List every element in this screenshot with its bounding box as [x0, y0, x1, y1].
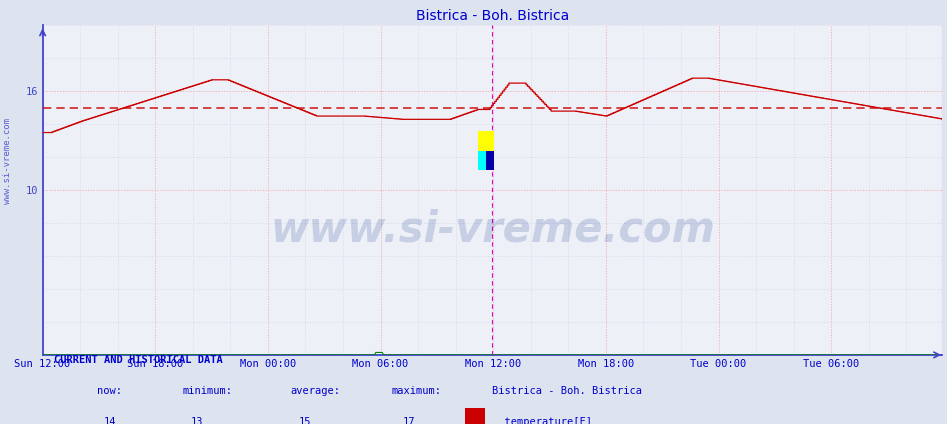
Text: Bistrica - Boh. Bistrica: Bistrica - Boh. Bistrica [492, 386, 642, 396]
Title: Bistrica - Boh. Bistrica: Bistrica - Boh. Bistrica [416, 9, 569, 23]
FancyBboxPatch shape [478, 131, 494, 151]
Text: now:: now: [97, 386, 121, 396]
Text: minimum:: minimum: [182, 386, 232, 396]
Bar [466, 408, 485, 424]
Text: 14: 14 [104, 417, 116, 424]
Text: average:: average: [290, 386, 340, 396]
Text: 17: 17 [402, 417, 415, 424]
Text: CURRENT AND HISTORICAL DATA: CURRENT AND HISTORICAL DATA [54, 355, 223, 365]
Text: www.si-vreme.com: www.si-vreme.com [270, 209, 715, 251]
FancyBboxPatch shape [486, 151, 494, 170]
Text: temperature[F]: temperature[F] [492, 417, 593, 424]
Text: www.si-vreme.com: www.si-vreme.com [3, 118, 12, 204]
Text: 15: 15 [299, 417, 312, 424]
FancyBboxPatch shape [478, 151, 487, 170]
Text: maximum:: maximum: [392, 386, 441, 396]
Text: 13: 13 [191, 417, 204, 424]
